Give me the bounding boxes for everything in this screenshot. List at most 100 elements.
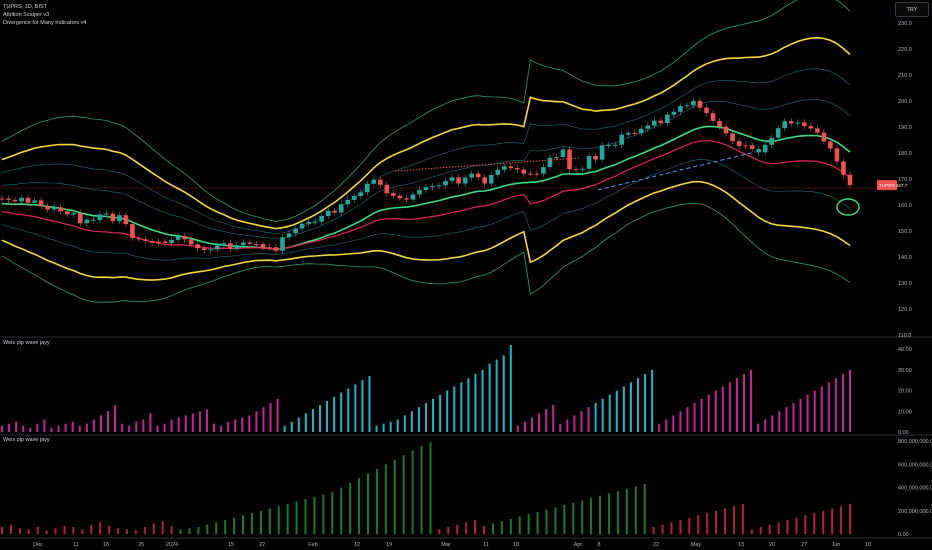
candle-body	[351, 195, 357, 200]
weis2-bar	[259, 510, 262, 534]
weis-pane-2-label[interactable]: Weis pip wave jayy	[3, 437, 50, 443]
weis1-bar	[834, 378, 837, 432]
weis1-bar	[792, 403, 795, 432]
candle-body	[234, 245, 240, 249]
x-axis-label: Dec	[33, 542, 43, 548]
price-axis-tick: 120.0	[898, 307, 912, 313]
weis1-bar	[368, 376, 371, 432]
weis2-bar	[420, 445, 423, 534]
candle-body	[64, 211, 70, 215]
weis2-bar	[572, 502, 575, 534]
weis1-bar	[128, 425, 131, 432]
candle-body	[110, 213, 116, 222]
weis1-bar	[460, 382, 463, 432]
weis1-bar	[587, 407, 590, 432]
weis1-bar	[78, 425, 81, 432]
weis1-bar	[693, 403, 696, 432]
weis2-bar	[54, 528, 57, 534]
weis1-bar	[85, 423, 88, 432]
candle-body	[488, 174, 494, 184]
weis1-bar	[121, 423, 124, 432]
candle-body	[182, 236, 187, 240]
price-axis-tick: 110.0	[898, 333, 911, 339]
weis2-bar	[679, 520, 682, 534]
candle-body	[391, 193, 396, 196]
candle-body	[123, 215, 129, 225]
candle-body	[762, 144, 768, 153]
weis2-bar	[268, 508, 271, 534]
candle-body	[521, 169, 527, 174]
weis2-bar	[536, 511, 539, 534]
weis2-bar	[188, 528, 191, 534]
candle-body	[32, 200, 37, 203]
candle-body	[188, 239, 194, 245]
weis1-bar	[347, 388, 350, 432]
weis1-bar	[474, 374, 477, 432]
legend-indicator-2[interactable]: Divergence for Many Indicators v4	[3, 20, 87, 26]
weis2-bar	[465, 522, 468, 534]
weis2-bar	[438, 529, 441, 534]
weis2-bar	[429, 442, 432, 534]
weis1-bar	[255, 411, 258, 432]
candle-body	[45, 206, 50, 210]
candle-body	[130, 224, 135, 239]
candle-body	[169, 239, 174, 244]
candle-body	[756, 148, 761, 153]
candle-body	[658, 120, 664, 123]
weis1-bar	[290, 421, 293, 432]
candle-body	[91, 219, 96, 221]
weis1-bar	[771, 415, 774, 432]
weis1-bar	[425, 403, 427, 432]
candle-body	[378, 179, 383, 185]
weis1-bar	[679, 411, 682, 432]
weis1-bar	[340, 392, 343, 432]
candle-body	[475, 173, 481, 178]
weis1-bar	[700, 398, 703, 432]
weis1-bar	[651, 369, 654, 432]
weis1-bar	[333, 396, 336, 432]
weis1-bar	[622, 386, 625, 432]
candle-body	[299, 223, 305, 229]
price-axis-tick: 160.0	[898, 203, 912, 209]
weis2-bar	[295, 501, 298, 534]
weis1-bar	[728, 382, 731, 432]
candle-body	[802, 122, 807, 127]
weis1-bar	[750, 369, 753, 432]
candle-body	[691, 100, 696, 106]
chart-legend: TUPRS, 1D, BIST Attrition Scalper v3 Div…	[3, 3, 86, 27]
legend-indicator-1[interactable]: Attrition Scalper v3	[3, 12, 50, 18]
candle-body	[704, 107, 709, 114]
weis1-bar	[205, 409, 208, 432]
highlight-ellipse	[836, 198, 860, 216]
weis1-axis-tick: 0.00	[898, 430, 909, 436]
candle-body	[528, 173, 533, 175]
candle-body	[293, 228, 298, 234]
weis2-bar	[590, 498, 593, 534]
legend-symbol[interactable]: TUPRS, 1D, BIST	[3, 4, 48, 10]
weis1-bar	[785, 407, 788, 432]
candle-body	[338, 204, 344, 213]
candle-body	[515, 168, 520, 170]
candle-body	[417, 190, 422, 195]
weis1-bar	[375, 425, 378, 432]
x-axis-label: 10	[865, 542, 871, 548]
weis1-bar	[714, 390, 717, 432]
x-axis-label: Feb	[308, 542, 317, 548]
weis2-bar	[786, 520, 789, 534]
candle-body	[319, 215, 324, 222]
outer-lower-band	[1, 202, 851, 303]
candle-body	[808, 126, 814, 129]
candle-body	[430, 186, 435, 188]
candle-body	[743, 145, 748, 147]
candle-body	[645, 125, 651, 129]
weis1-axis-tick: 20.00	[898, 389, 912, 395]
candle-body	[652, 120, 657, 126]
currency-button[interactable]: TRY	[895, 2, 929, 17]
weis1-bar	[721, 386, 724, 432]
weis2-bar	[607, 493, 610, 534]
candle-body	[469, 173, 474, 178]
weis1-bar	[64, 423, 67, 432]
weis-pane-1-label[interactable]: Weis pip wave jayy	[3, 340, 50, 346]
weis1-bar	[516, 425, 519, 432]
